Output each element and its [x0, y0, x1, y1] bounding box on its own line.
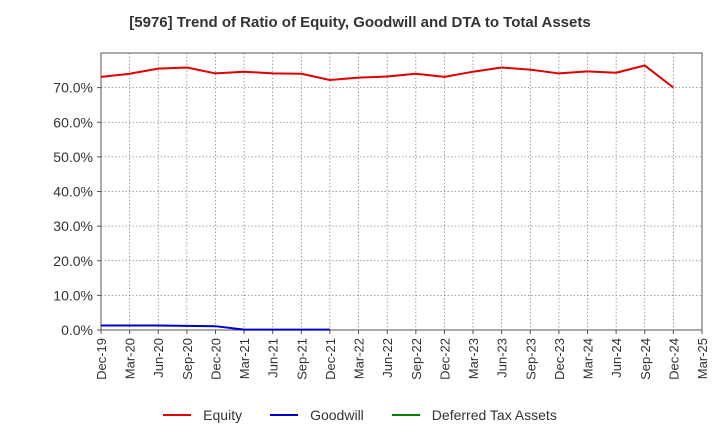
y-tick-label: 20.0% — [53, 253, 93, 269]
x-tick-label: Dec-19 — [94, 338, 109, 380]
legend-item-equity: Equity — [163, 407, 242, 423]
x-tick-label: Sep-21 — [294, 338, 309, 380]
x-tick-label: Mar-23 — [466, 338, 481, 379]
y-tick-label: 10.0% — [53, 287, 93, 303]
x-tick-label: Jun-24 — [609, 338, 624, 378]
legend: Equity Goodwill Deferred Tax Assets — [0, 405, 720, 425]
series-line-goodwill — [101, 324, 330, 331]
y-tick-label: 70.0% — [53, 80, 93, 96]
axes — [97, 52, 703, 334]
x-tick-label: Dec-24 — [666, 338, 681, 380]
x-tick-label: Jun-20 — [151, 338, 166, 378]
x-tick-label: Jun-22 — [380, 338, 395, 378]
x-tick-label: Mar-21 — [237, 338, 252, 379]
x-tick-label: Sep-22 — [409, 338, 424, 380]
legend-label-deferred-tax-assets: Deferred Tax Assets — [431, 407, 557, 423]
legend-swatch-equity — [163, 414, 192, 416]
series-line-equity — [100, 64, 674, 89]
x-tick-label: Dec-20 — [208, 338, 223, 380]
x-tick-label: Sep-23 — [523, 338, 538, 380]
legend-item-deferred-tax-assets: Deferred Tax Assets — [391, 407, 557, 423]
legend-label-equity: Equity — [203, 407, 243, 423]
legend-item-goodwill: Goodwill — [270, 407, 364, 423]
plot-frame — [100, 52, 703, 331]
y-tick-label: 60.0% — [53, 114, 93, 130]
legend-swatch-goodwill — [270, 414, 299, 416]
x-tick-label: Jun-23 — [495, 338, 510, 378]
series-lines — [100, 64, 674, 331]
grid-lines — [100, 53, 703, 331]
y-tick-label: 50.0% — [53, 149, 93, 165]
x-tick-label: Dec-21 — [323, 338, 338, 380]
y-tick-label: 40.0% — [53, 184, 93, 200]
x-tick-label: Mar-24 — [581, 338, 596, 379]
x-tick-label: Jun-21 — [266, 338, 281, 378]
x-tick-label: Sep-20 — [180, 338, 195, 380]
tick-labels: 0.0% 10.0% 20.0% 30.0% 40.0% 50.0% 60.0% 70.0% D… — [53, 80, 710, 380]
chart-title: [5976] Trend of Ratio of Equity, Goodwil… — [129, 14, 591, 31]
x-tick-label: Dec-23 — [552, 338, 567, 380]
x-tick-label: Sep-24 — [638, 338, 653, 380]
legend-swatch-deferred-tax-assets — [391, 414, 420, 416]
x-tick-label: Mar-20 — [123, 338, 138, 379]
x-tick-label: Mar-25 — [695, 338, 710, 379]
legend-label-goodwill: Goodwill — [310, 407, 364, 423]
x-tick-label: Dec-22 — [437, 338, 452, 380]
x-tick-label: Mar-22 — [352, 338, 367, 379]
y-tick-label: 30.0% — [53, 218, 93, 234]
y-tick-label: 0.0% — [61, 322, 93, 338]
